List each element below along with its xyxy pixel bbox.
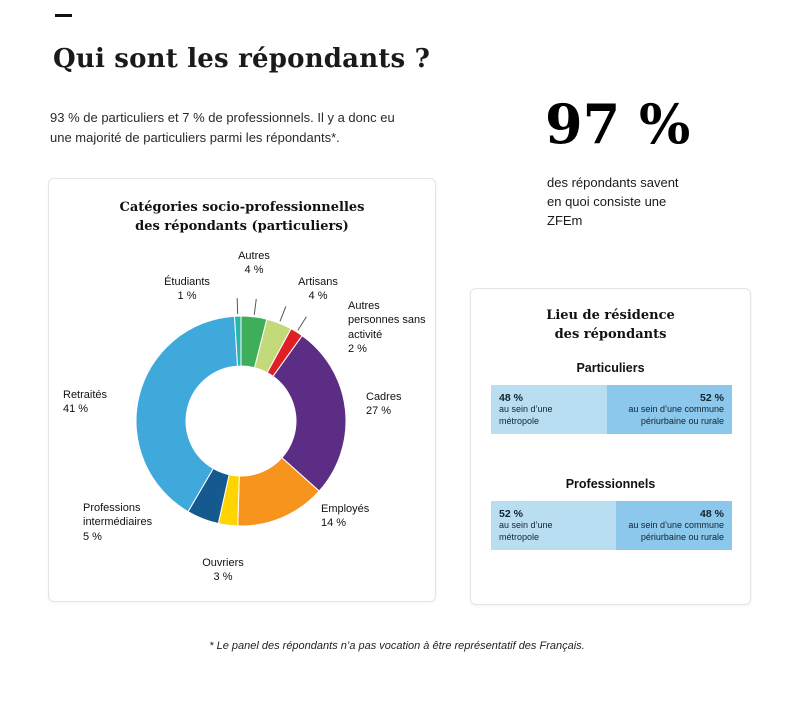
bar-segment-desc: au sein d’une commune périurbaine ou rur… [628, 404, 724, 426]
donut-label-autres: Autres 4 % [221, 249, 287, 278]
donut-svg [135, 298, 347, 527]
donut-label-pct: 3 % [213, 571, 233, 584]
donut-segment-cadres [272, 334, 347, 492]
donut-label-etudiants: Étudiants 1 % [151, 275, 223, 304]
bar-segment-pct: 52 % [700, 392, 724, 404]
footnote: * Le panel des répondants n’a pas vocati… [209, 640, 585, 652]
bar-segment-pct: 52 % [499, 508, 523, 520]
donut-leader-line [297, 316, 307, 331]
residence-card: Lieu de résidence des répondants Particu… [470, 288, 751, 605]
page-title: Qui sont les répondants ? [53, 44, 431, 74]
donut-label-text: Professions intermédiaires [83, 502, 153, 529]
bar-segment-desc: au sein d’une métropole [499, 520, 553, 542]
bar-group-professionnels: Professionnels 52 % au sein d’une métrop… [491, 477, 732, 550]
donut-chart-title: Catégories socio-professionnelles des ré… [119, 200, 365, 234]
donut-label-artisans: Artisans 4 % [285, 275, 351, 304]
bar-segment-pct: 48 % [700, 508, 724, 520]
donut-label-employes: Employés 14 % [321, 502, 393, 531]
donut-label-text: Autres personnes sans activité [348, 300, 426, 341]
donut-label-cadres: Cadres 27 % [366, 390, 428, 419]
bar-group-particuliers: Particuliers 48 % au sein d’une métropol… [491, 361, 732, 434]
donut-label-pct: 14 % [321, 517, 347, 530]
donut-label-text: Autres [238, 250, 270, 262]
donut-label-pct: 5 % [83, 530, 102, 543]
donut-label-pct: 2 % [348, 342, 367, 355]
bar-segment-desc: au sein d’une métropole [499, 404, 553, 426]
donut-label-pct: 1 % [177, 290, 197, 303]
bar-segment-periurbaine: 48 % au sein d’une commune périurbaine o… [616, 501, 732, 550]
bar-segment-periurbaine: 52 % au sein d’une commune périurbaine o… [606, 385, 732, 434]
intro-text: 93 % de particuliers et 7 % de professio… [50, 110, 395, 145]
donut-label-autres-personnes-sans-activite: Autres personnes sans activité 2 % [348, 299, 430, 356]
donut-label-retraites: Retraités 41 % [63, 388, 125, 417]
donut-segment-retraites [135, 315, 239, 513]
stacked-bar-particuliers: 48 % au sein d’une métropole 52 % au sei… [491, 385, 732, 434]
residence-card-title: Lieu de résidence des répondants [546, 308, 675, 342]
donut-label-pct: 4 % [308, 290, 328, 303]
donut-label-text: Retraités [63, 389, 108, 401]
donut-label-professions-intermediaires: Professions intermédiaires 5 % [83, 501, 177, 544]
bar-segment-desc: au sein d’une commune périurbaine ou rur… [628, 520, 724, 542]
bar-group-label: Particuliers [576, 361, 645, 375]
big-stat-value: 97 % [545, 92, 691, 156]
big-stat-caption: des répondants savent en quoi consiste u… [547, 175, 679, 228]
bar-group-label: Professionnels [565, 477, 656, 491]
page-corner-mark [55, 14, 72, 17]
donut-label-ouvriers: Ouvriers 3 % [191, 556, 255, 585]
donut-leader-line [279, 306, 287, 322]
donut-label-text: Cadres [366, 391, 402, 403]
donut-segment-etudiants [233, 315, 242, 367]
donut-leader-line [253, 298, 257, 315]
donut-label-text: Étudiants [164, 276, 210, 288]
donut-label-text: Ouvriers [202, 557, 244, 569]
bar-segment-metropole: 52 % au sein d’une métropole [491, 501, 617, 550]
donut-label-pct: 4 % [244, 264, 264, 277]
bar-segment-pct: 48 % [499, 392, 523, 404]
donut-chart-card: Catégories socio-professionnelles des ré… [48, 178, 436, 602]
donut-label-pct: 27 % [366, 405, 392, 418]
stacked-bar-professionnels: 52 % au sein d’une métropole 48 % au sei… [491, 501, 732, 550]
donut-label-text: Artisans [298, 276, 338, 288]
bar-segment-metropole: 48 % au sein d’une métropole [491, 385, 607, 434]
donut-label-pct: 41 % [63, 403, 89, 416]
donut-label-text: Employés [321, 503, 370, 515]
